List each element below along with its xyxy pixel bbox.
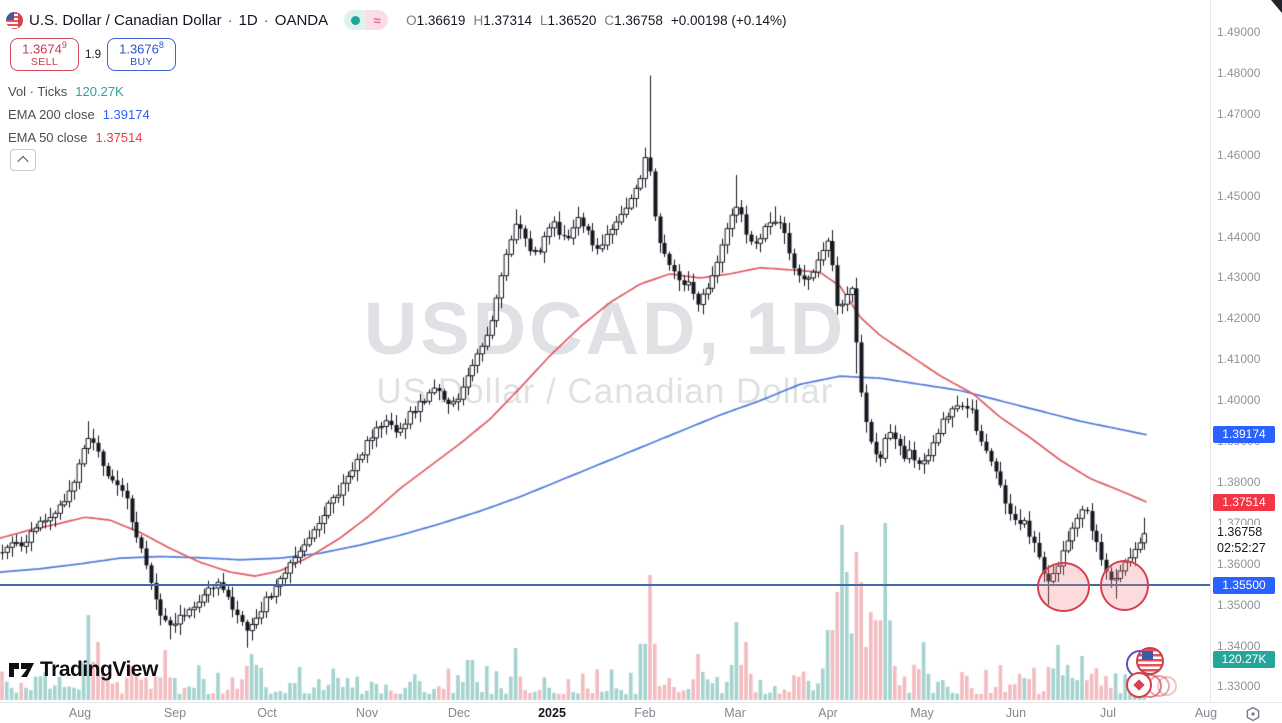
hline-price-label: 1.35500 <box>1213 576 1275 594</box>
ema50-legend-label: EMA 50 close <box>8 130 88 145</box>
price-tick-label: 1.34000 <box>1217 638 1261 653</box>
open-value: 1.36619 <box>416 12 466 28</box>
title-separator: · <box>227 11 233 29</box>
maple-leaf-icon <box>1133 679 1145 691</box>
us-flag-circle-icon <box>1136 647 1164 675</box>
price-tick-label: 1.48000 <box>1217 65 1261 80</box>
close-value: 1.36758 <box>614 12 663 28</box>
exchange-label[interactable]: OANDA <box>274 11 329 29</box>
buy-price: 1.3676 <box>119 41 159 57</box>
time-label-month: May <box>910 706 934 720</box>
price-tick-label: 1.33000 <box>1217 679 1261 694</box>
time-axis[interactable]: Aug Sep Oct Nov Dec 2025 Feb Mar Apr May Jun Jul Aug <box>0 702 1282 723</box>
tradingview-logo-text: TradingView <box>40 658 158 681</box>
sell-button[interactable]: 1.36749 SELL <box>10 38 79 71</box>
ema200-legend-label: EMA 200 close <box>8 107 95 122</box>
close-label: C <box>604 12 615 28</box>
canada-flag-circle-icon <box>1126 672 1152 698</box>
legend-row-volume[interactable]: Vol · Ticks 120.27K <box>8 80 150 103</box>
price-tick-label: 1.35000 <box>1217 597 1261 612</box>
price-tick-label: 1.36000 <box>1217 556 1261 571</box>
volume-legend-label: Vol · Ticks <box>8 84 68 99</box>
highlight-circle-drawing[interactable] <box>1037 562 1090 612</box>
time-label-month: Oct <box>257 706 277 720</box>
price-tick-label: 1.46000 <box>1217 147 1261 162</box>
high-label: H <box>473 12 484 28</box>
tradingview-logo-icon <box>9 663 34 677</box>
low-value: 1.36520 <box>547 12 597 28</box>
price-tick-label: 1.49000 <box>1217 25 1261 39</box>
axis-settings-gear-icon[interactable] <box>1245 706 1261 722</box>
time-label-month: Sep <box>163 706 187 720</box>
market-status-pill[interactable]: ≈ <box>344 10 389 30</box>
buy-button[interactable]: 1.36768 BUY <box>107 38 176 71</box>
chevron-up-icon <box>17 155 29 168</box>
low-label: L <box>540 12 548 28</box>
mouse-cursor-triangle <box>1271 0 1282 13</box>
ema200-legend-value: 1.39174 <box>102 107 150 122</box>
legend-row-ema200[interactable]: EMA 200 close 1.39174 <box>8 103 150 126</box>
change-value: +0.00198 (+0.14%) <box>670 12 787 28</box>
time-label-month: Mar <box>724 706 746 720</box>
spread-value: 1.9 <box>85 48 101 61</box>
price-tick-label: 1.38000 <box>1217 474 1261 489</box>
buy-label: BUY <box>130 55 153 68</box>
sell-price: 1.3674 <box>22 41 62 57</box>
market-open-dot-icon <box>350 15 360 25</box>
buy-price-sup: 8 <box>158 39 164 50</box>
volume-legend-value: 120.27K <box>75 84 124 99</box>
time-label-month: Nov <box>355 706 379 720</box>
horizontal-line-drawing[interactable] <box>0 584 1210 587</box>
tradingview-logo[interactable]: TradingView <box>8 658 158 682</box>
price-tick-label: 1.44000 <box>1217 229 1261 244</box>
legend-row-ema50[interactable]: EMA 50 close 1.37514 <box>8 126 150 149</box>
trade-panel: 1.36749 SELL 1.9 1.36768 BUY <box>10 38 176 71</box>
ohlc-values: O1.36619 H1.37314 L1.36520 C1.36758 +0.0… <box>406 13 786 28</box>
ema50-legend-value: 1.37514 <box>95 130 143 145</box>
price-tick-label: 1.42000 <box>1217 311 1261 326</box>
price-axis[interactable]: 1.49000 1.48000 1.47000 1.46000 1.45000 1.440… <box>1210 0 1282 702</box>
time-label-month: Jun <box>1005 706 1027 720</box>
symbol-name[interactable]: U.S. Dollar / Canadian Dollar <box>29 11 222 29</box>
ema200-price-label: 1.39174 <box>1213 426 1275 444</box>
current-price-countdown-label: 1.36758 02:52:27 <box>1211 525 1282 557</box>
open-label: O <box>406 12 417 28</box>
indicator-legend: Vol · Ticks 120.27K EMA 200 close 1.3917… <box>8 80 150 149</box>
time-label-month: Apr <box>818 706 838 720</box>
price-tick-label: 1.47000 <box>1217 106 1261 121</box>
chart-pane[interactable] <box>0 0 1210 702</box>
sell-label: SELL <box>30 55 59 68</box>
time-label-month: Aug <box>1194 706 1218 720</box>
pair-flag-animation <box>1124 644 1180 700</box>
price-tick-label: 1.43000 <box>1217 270 1261 285</box>
highlight-circle-drawing[interactable] <box>1100 560 1149 611</box>
ema50-price-label: 1.37514 <box>1213 494 1275 512</box>
canada-flag-echo-icon <box>1157 676 1177 696</box>
synthetic-data-icon: ≈ <box>366 10 389 30</box>
time-label-month: Jul <box>1100 706 1116 720</box>
symbol-header: U.S. Dollar / Canadian Dollar · 1D · OAN… <box>6 9 787 31</box>
time-label-year: 2025 <box>538 706 566 720</box>
title-separator: · <box>263 11 269 29</box>
sell-price-sup: 9 <box>61 39 67 50</box>
volume-value-label: 120.27K <box>1213 651 1275 668</box>
price-tick-label: 1.45000 <box>1217 188 1261 203</box>
time-label-month: Feb <box>634 706 656 720</box>
interval-button[interactable]: 1D <box>238 11 258 29</box>
market-open-segment <box>344 10 367 30</box>
high-value: 1.37314 <box>483 12 533 28</box>
time-label-month: Dec <box>447 706 471 720</box>
time-label-month: Aug <box>68 706 92 720</box>
symbol-title-button[interactable]: U.S. Dollar / Canadian Dollar · 1D · OAN… <box>29 12 328 29</box>
usdcad-pair-flag-icon <box>6 11 23 29</box>
price-tick-label: 1.41000 <box>1217 352 1261 367</box>
collapse-legend-button[interactable] <box>10 149 36 171</box>
price-tick-label: 1.40000 <box>1217 393 1261 408</box>
